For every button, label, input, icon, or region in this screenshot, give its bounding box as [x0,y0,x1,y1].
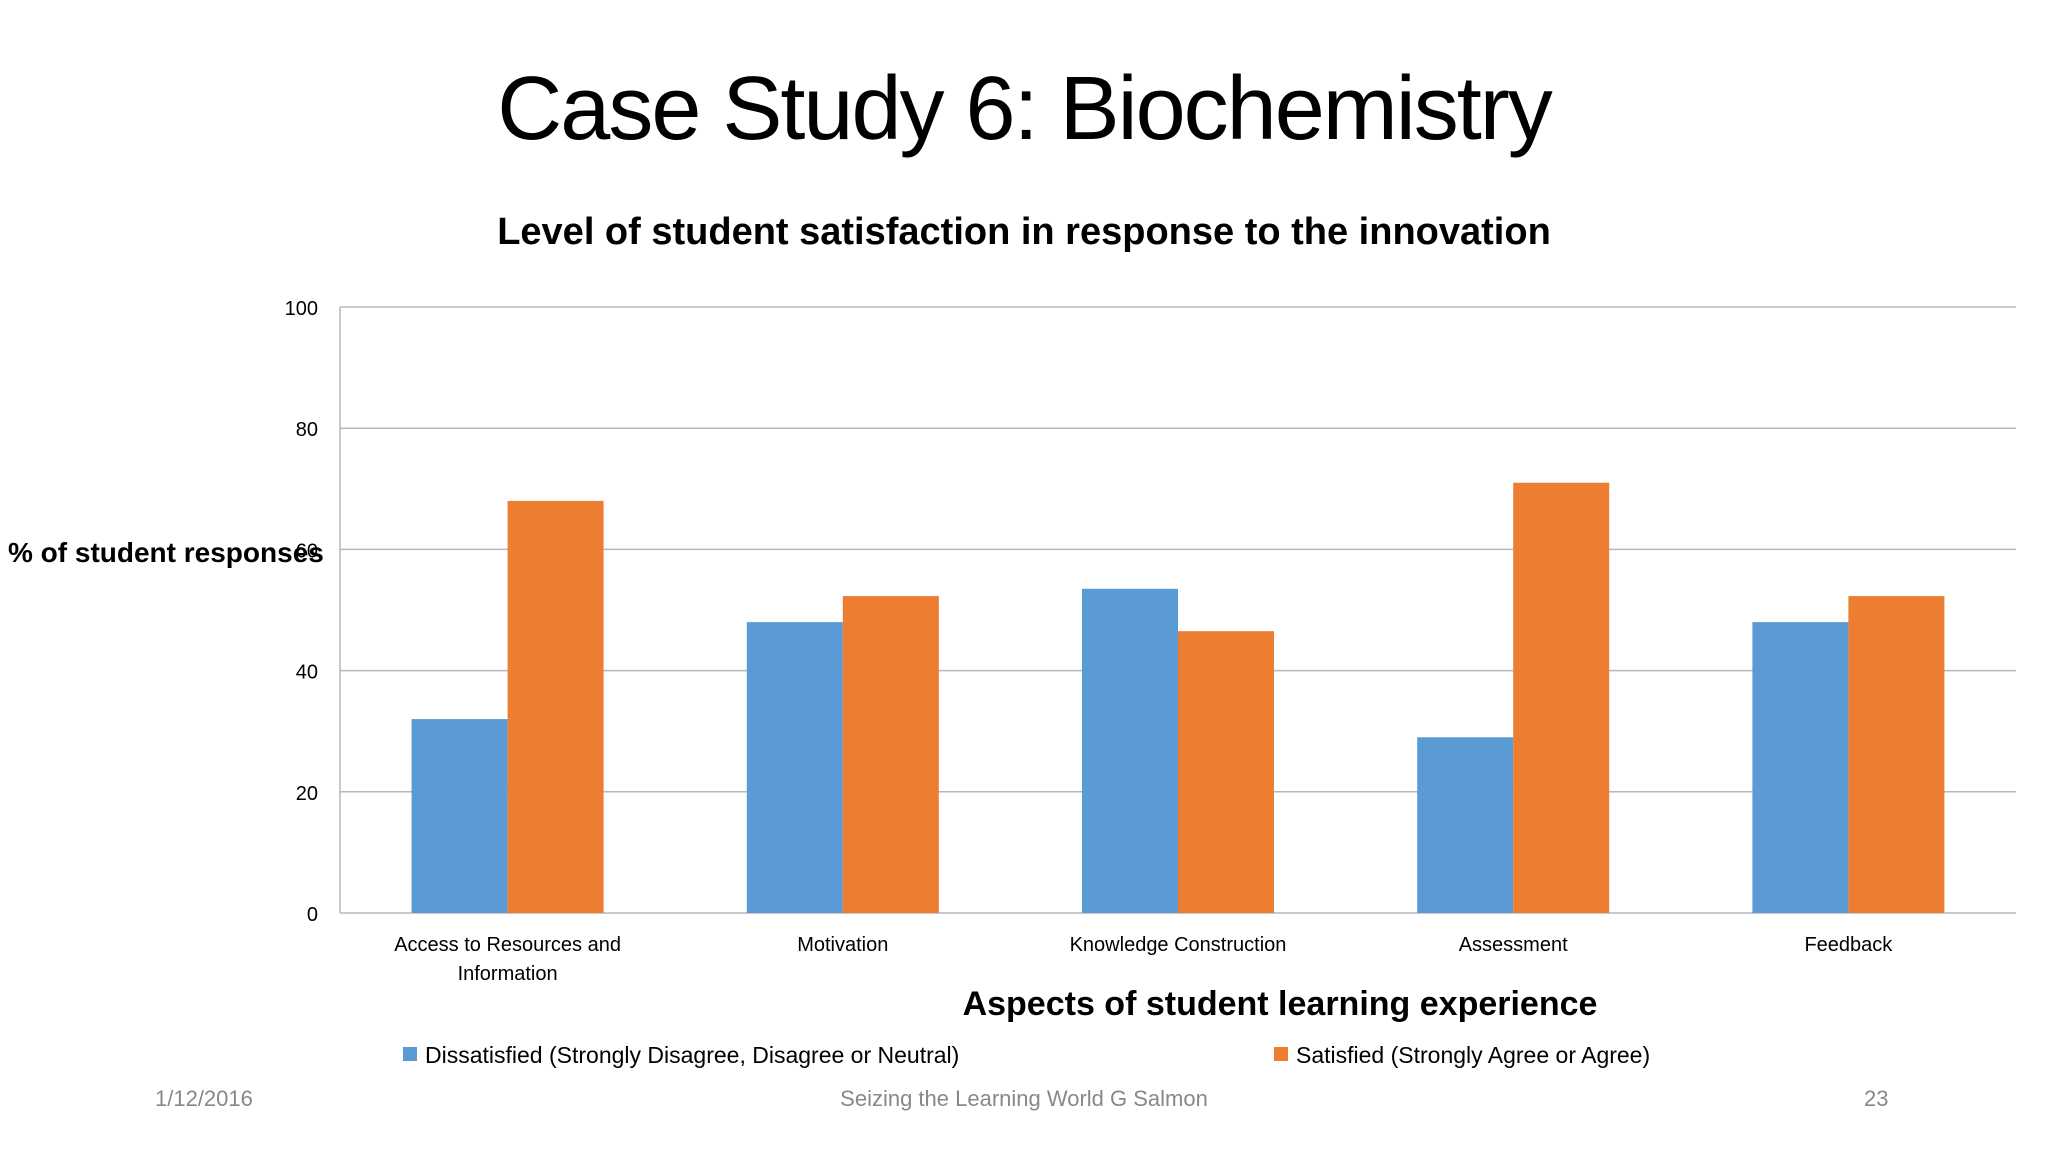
legend-label: Satisfied (Strongly Agree or Agree) [1296,1042,1650,1068]
y-tick-label: 20 [296,783,318,805]
x-tick-label: Knowledge Construction [1070,934,1287,956]
bar-satisfied [842,596,939,913]
footer-caption: Seizing the Learning World G Salmon [840,1086,1208,1111]
x-tick-label: Assessment [1459,934,1568,956]
bar-dissatisfied [1082,588,1178,913]
y-tick-label: 60 [296,540,318,562]
bar-satisfied [1848,596,1945,913]
y-tick-label: 40 [296,662,318,684]
bar-satisfied [507,500,604,913]
x-axis-title: Aspects of student learning experience [963,985,1598,1023]
y-axis-title: % of student responses [8,537,324,568]
bar-satisfied [1178,631,1274,913]
y-tick-label: 0 [307,904,318,926]
legend-swatch [403,1047,417,1061]
slide-title: Case Study 6: Biochemistry [497,59,1552,159]
y-tick-label: 80 [296,419,318,441]
bar-dissatisfied [1752,622,1849,913]
chart-title: Level of student satisfaction in respons… [497,211,1551,253]
x-tick-label: Information [458,963,558,985]
footer-date: 1/12/2016 [155,1086,253,1111]
legend-label: Dissatisfied (Strongly Disagree, Disagre… [425,1042,959,1068]
x-tick-label: Access to Resources and [394,934,621,956]
x-tick-label: Feedback [1804,934,1893,956]
bar-dissatisfied [746,622,843,913]
bar-satisfied [1513,482,1610,913]
x-tick-label: Motivation [797,934,888,956]
page-number: 23 [1864,1086,1889,1111]
bar-dissatisfied [1417,737,1514,913]
bar-dissatisfied [411,719,508,913]
legend-swatch [1274,1047,1288,1061]
y-tick-label: 100 [285,298,318,320]
